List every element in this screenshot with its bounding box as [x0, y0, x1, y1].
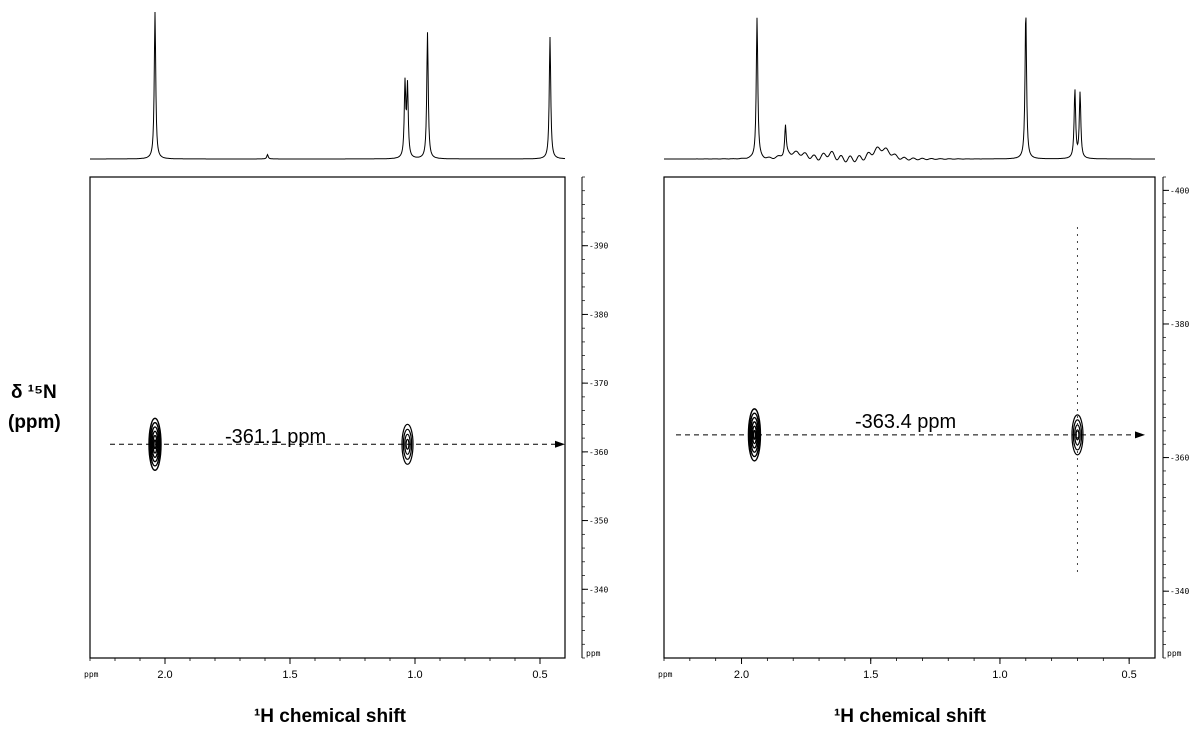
- y-tick-label: -360: [1170, 454, 1189, 463]
- contour-ring: [752, 429, 757, 440]
- y-tick-label: -370: [589, 379, 608, 388]
- x-tick-label: 0.5: [1122, 669, 1137, 681]
- y-tick-label: -360: [589, 448, 608, 457]
- left-plot-frame: [89, 176, 566, 659]
- y-tick-label: -350: [589, 517, 608, 526]
- x-tick-label: 0.5: [532, 669, 547, 681]
- y-tick-label: -340: [1170, 587, 1189, 596]
- right-y-axis: -400 -380 -360 -340 ppm: [1162, 176, 1189, 659]
- left-y-axis: -390 -380 -370 -360 -350 -340 ppm: [581, 176, 608, 659]
- y-axis-label-symbol: δ ¹⁵N: [11, 382, 57, 403]
- right-proton-spectrum: [664, 17, 1155, 163]
- right-x-axis-label: ¹H chemical shift: [834, 706, 987, 727]
- y-tick-label: -380: [589, 310, 608, 319]
- arrow-head: [1135, 431, 1145, 439]
- y-axis-label-unit: (ppm): [8, 412, 61, 433]
- x-unit-label: ppm: [658, 670, 673, 679]
- left-shift-annotation: -361.1 ppm: [225, 426, 326, 448]
- x-tick-label: 1.5: [282, 669, 297, 681]
- left-x-axis-label: ¹H chemical shift: [254, 706, 407, 727]
- right-shift-annotation: -363.4 ppm: [855, 411, 956, 433]
- proton-spectrum-trace: [664, 17, 1155, 163]
- x-unit-label: ppm: [84, 670, 99, 679]
- x-tick-label: 2.0: [157, 669, 172, 681]
- x-tick-label: 2.0: [734, 669, 749, 681]
- y-tick-label: -380: [1170, 320, 1189, 329]
- y-tick-label: -390: [589, 242, 608, 251]
- left-x-axis: ppm 2.0 1.5 1.0 0.5: [84, 658, 548, 681]
- left-proton-spectrum: [90, 11, 566, 160]
- left-correlation-arrow: [110, 440, 565, 448]
- y-unit-label: ppm: [586, 649, 601, 658]
- right-correlation-arrow: [676, 227, 1145, 573]
- arrow-head: [555, 440, 565, 448]
- proton-spectrum-trace: [90, 11, 566, 160]
- y-unit-label: ppm: [1167, 649, 1182, 658]
- x-tick-label: 1.5: [863, 669, 878, 681]
- x-tick-label: 1.0: [407, 669, 422, 681]
- right-plot-frame: [663, 176, 1156, 659]
- x-tick-label: 1.0: [992, 669, 1007, 681]
- right-x-axis: ppm 2.0 1.5 1.0 0.5: [658, 658, 1137, 681]
- y-tick-label: -400: [1170, 186, 1189, 195]
- y-tick-label: -340: [589, 585, 608, 594]
